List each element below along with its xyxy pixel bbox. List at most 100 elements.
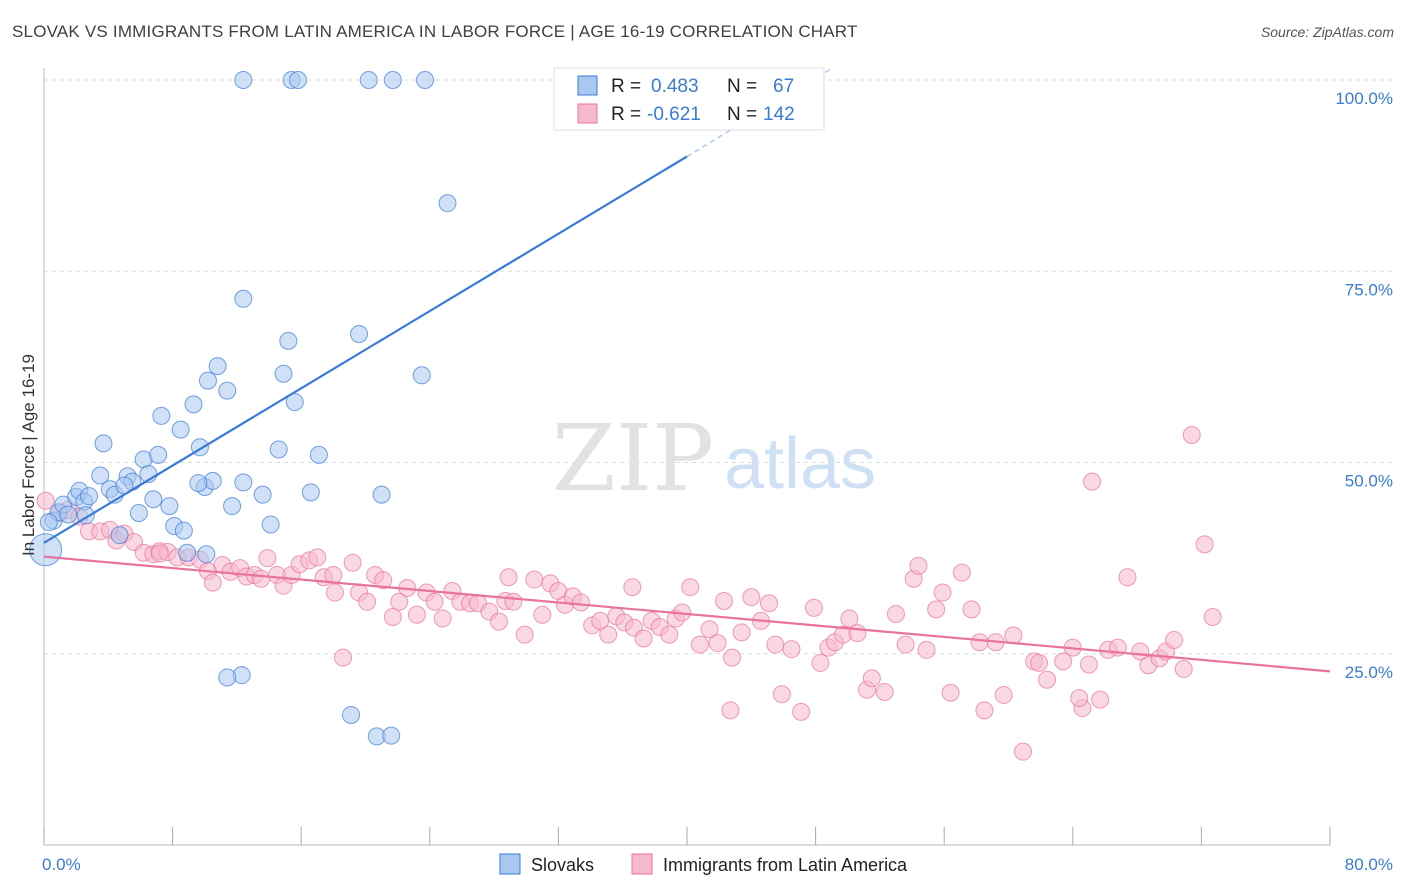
bottom-legend-swatch-slovaks [499, 853, 521, 875]
latin-point-138 [623, 578, 642, 597]
latin-point-37 [358, 592, 377, 611]
latin-point-130 [1165, 630, 1184, 649]
slovak-point-30 [198, 371, 217, 390]
slovak-point-61 [189, 474, 208, 493]
latin-point-131 [1174, 660, 1193, 679]
latin-point-103 [917, 640, 936, 659]
legend-swatch-latin [577, 103, 598, 124]
slovak-point-8 [80, 487, 99, 506]
slovak-point-24 [171, 420, 190, 439]
latin-point-97 [862, 669, 881, 688]
slovak-point-43 [301, 483, 320, 502]
latin-point-43 [407, 605, 426, 624]
latin-point-87 [782, 640, 801, 659]
trend-line-latin [43, 555, 1331, 673]
latin-point-0 [36, 491, 55, 510]
slovak-point-38 [261, 515, 280, 534]
latin-point-107 [952, 563, 971, 582]
latin-point-140 [325, 583, 344, 602]
latin-point-39 [374, 571, 393, 590]
latin-point-31 [308, 548, 327, 567]
latin-point-117 [1038, 670, 1057, 689]
latin-point-113 [1004, 626, 1023, 645]
slovak-point-34 [223, 497, 242, 516]
legend-n-value-1: 67 [773, 76, 794, 97]
legend-box [553, 67, 825, 131]
latin-point-79 [714, 591, 733, 610]
watermark-atlas: atlas [724, 424, 876, 504]
latin-point-118 [1054, 652, 1073, 671]
chart-source: Source: ZipAtlas.com [1260, 24, 1394, 40]
legend-n-label-2: N = [727, 104, 757, 125]
y-axis-title: In Labor Force | Age 16-19 [19, 354, 38, 556]
latin-point-104 [927, 600, 946, 619]
latin-point-133 [1195, 535, 1214, 554]
latin-point-116 [1030, 653, 1049, 672]
latin-point-90 [811, 653, 830, 672]
legend-r-label-1: R = [611, 76, 641, 97]
latin-point-46 [433, 609, 452, 628]
latin-point-137 [721, 701, 740, 720]
latin-point-41 [390, 592, 409, 611]
slovak-point-41 [279, 331, 298, 350]
latin-point-141 [150, 544, 169, 563]
latin-point-80 [723, 648, 742, 667]
slovak-point-46 [350, 324, 369, 343]
latin-point-98 [875, 683, 894, 701]
latin-point-106 [941, 683, 960, 702]
latin-point-109 [970, 633, 989, 652]
watermark-zip: ZIP [552, 405, 714, 512]
slovak-point-44 [309, 445, 328, 464]
latin-point-86 [772, 685, 791, 704]
slovak-point-27 [184, 395, 203, 414]
slovak-point-10 [94, 434, 113, 453]
latin-point-100 [896, 635, 915, 654]
latin-point-99 [886, 604, 905, 623]
latin-point-72 [660, 625, 679, 644]
latin-point-85 [766, 635, 785, 654]
legend-n-value-2: 142 [763, 104, 795, 125]
correlation-legend: R = 0.483 N = 67 R = -0.621 N = 142 [553, 67, 825, 131]
slovak-point-35 [234, 289, 253, 308]
slovak-point-49 [372, 485, 391, 504]
y-tick-label-3: 100.0% [1335, 89, 1393, 108]
slovak-point-9 [91, 466, 110, 485]
latin-point-24 [252, 569, 271, 588]
legend-n-label-1: N = [727, 76, 757, 97]
latin-point-102 [909, 556, 928, 575]
legend-r-label-2: R = [611, 104, 641, 125]
latin-point-40 [383, 608, 402, 627]
latin-point-35 [343, 553, 362, 572]
latin-point-139 [499, 568, 518, 587]
latin-point-108 [962, 600, 981, 619]
slovak-point-47 [342, 705, 361, 724]
slovak-point-33 [218, 381, 237, 400]
latin-point-136 [1083, 472, 1102, 491]
latin-point-55 [515, 625, 534, 644]
series-legend: Slovaks Immigrants from Latin America [499, 853, 908, 875]
latin-point-81 [732, 623, 751, 642]
legend-swatch-slovaks [577, 75, 598, 96]
slovak-point-42 [285, 393, 304, 412]
bottom-legend-label-slovaks: Slovaks [531, 855, 594, 875]
y-tick-label-0: 25.0% [1345, 663, 1393, 682]
latin-point-114 [1013, 742, 1032, 761]
bottom-legend-swatch-latin [631, 853, 653, 875]
latin-point-110 [975, 701, 994, 720]
latin-point-134 [1203, 608, 1222, 627]
latin-point-122 [1091, 690, 1110, 709]
slovak-point-37 [253, 485, 272, 504]
slovak-point-25 [174, 521, 193, 540]
latin-point-135 [1070, 689, 1089, 708]
latin-point-94 [840, 609, 859, 628]
legend-r-value-1: 0.483 [651, 76, 699, 97]
latin-point-18 [203, 573, 222, 592]
latin-point-75 [681, 578, 700, 597]
latin-point-82 [742, 588, 761, 607]
y-tick-labels: 25.0% 50.0% 75.0% 100.0% [1335, 89, 1393, 682]
axes [43, 68, 1331, 846]
latin-point-69 [634, 629, 653, 648]
series-latin-america-points [36, 425, 1222, 761]
chart-title: SLOVAK VS IMMIGRANTS FROM LATIN AMERICA … [12, 22, 858, 41]
legend-r-value-2: -0.621 [647, 104, 701, 125]
